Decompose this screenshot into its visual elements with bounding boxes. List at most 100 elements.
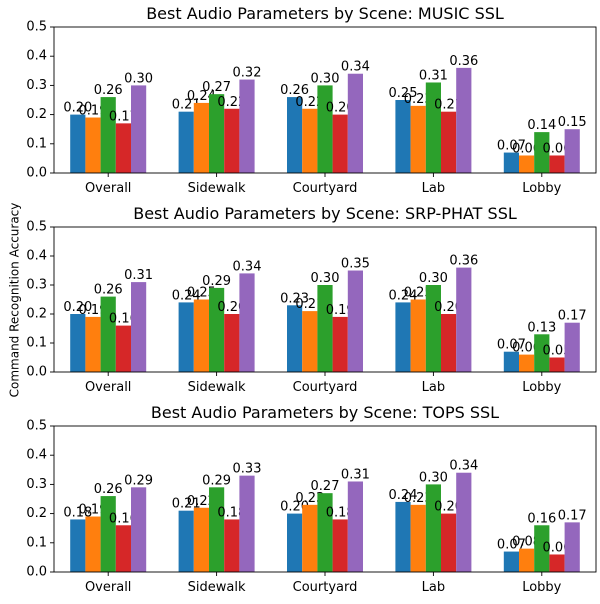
bar-value-label: 0.24 [187,89,216,104]
bar-value-label: 0.20 [63,101,92,116]
bar-value-label: 0.06 [512,341,541,356]
y-axis-label: Command Recognition Accuracy [8,203,22,398]
bar-value-label: 0.08 [512,535,541,550]
bar-value-label: 0.29 [202,473,231,488]
y-tick-label: 0.0 [26,166,47,181]
chart-title: Best Audio Parameters by Scene: TOPS SSL [151,403,499,422]
y-tick-label: 0.2 [26,107,47,122]
bar [564,322,580,372]
chart-panel-3: Best Audio Parameters by Scene: TOPS SSL… [26,403,597,595]
bar [441,314,457,372]
bar [70,314,86,372]
chart-panel-1: Best Audio Parameters by Scene: MUSIC SS… [26,4,597,196]
bar-value-label: 0.29 [124,473,153,488]
bar-value-label: 0.34 [233,259,262,274]
bar-value-label: 0.20 [280,500,309,515]
bar [131,282,147,372]
bar [549,155,565,173]
chart-title: Best Audio Parameters by Scene: MUSIC SS… [146,4,504,23]
bar-value-label: 0.16 [109,511,138,526]
y-tick-label: 0.3 [26,278,47,293]
chart-panel-2: Best Audio Parameters by Scene: SRP-PHAT… [26,204,597,395]
bar-value-label: 0.13 [527,320,556,335]
bar [456,472,472,572]
bar-value-label: 0.21 [295,297,324,312]
bar-value-label: 0.25 [404,286,433,301]
bar [209,94,225,173]
bar-value-label: 0.14 [527,118,556,133]
y-tick-label: 0.4 [26,49,47,64]
bar [178,510,194,572]
bar-value-label: 0.16 [527,511,556,526]
bar [317,285,333,372]
bar [193,299,209,372]
y-tick-label: 0.3 [26,477,47,492]
bar [224,519,240,572]
bar-value-label: 0.27 [202,80,231,95]
bar [178,302,194,372]
bar-value-label: 0.07 [497,538,526,553]
bar [347,270,363,372]
bar [503,152,519,173]
bar [534,334,550,372]
x-tick-label: Lab [422,181,445,196]
y-tick-label: 0.1 [26,136,47,151]
bar-value-label: 0.30 [311,71,340,86]
bar-value-label: 0.34 [449,459,478,474]
bar [302,108,318,173]
bar [549,554,565,572]
bar [425,285,441,372]
bar [395,302,411,372]
bar-value-label: 0.25 [389,86,418,101]
y-tick-label: 0.3 [26,78,47,93]
y-tick-label: 0.2 [26,307,47,322]
bar-value-label: 0.19 [79,104,108,119]
bar [332,519,348,572]
bar [317,493,333,572]
bar [209,287,225,372]
bar-value-label: 0.26 [94,83,123,98]
bar-value-label: 0.07 [497,338,526,353]
bar [519,354,535,372]
bar [519,155,535,173]
bar-value-label: 0.34 [341,60,370,75]
bar-value-label: 0.31 [124,268,153,283]
bar-value-label: 0.21 [172,497,201,512]
bar-value-label: 0.21 [434,98,463,113]
bar [287,305,303,372]
bar-value-label: 0.23 [280,291,309,306]
bar-value-label: 0.20 [326,101,355,116]
bar-value-label: 0.26 [94,482,123,497]
bar-value-label: 0.20 [217,300,246,315]
x-tick-label: Overall [85,580,131,595]
bar-value-label: 0.32 [233,66,262,81]
bar-value-label: 0.06 [543,540,572,555]
x-tick-label: Sidewalk [188,580,246,595]
bar-value-label: 0.30 [419,271,448,286]
y-tick-label: 0.1 [26,336,47,351]
x-tick-label: Sidewalk [188,181,246,196]
x-tick-label: Courtyard [293,380,358,395]
bar [239,79,255,173]
bar [317,85,333,173]
bar [100,296,116,372]
bar-value-label: 0.25 [187,286,216,301]
y-tick-label: 0.5 [26,220,47,235]
bar [100,97,116,173]
bar [193,102,209,173]
bar-value-label: 0.23 [404,92,433,107]
bar-value-label: 0.15 [558,115,587,130]
bar [115,123,131,173]
x-tick-label: Lobby [522,181,561,196]
bar [85,117,101,173]
bar [115,525,131,572]
bar-value-label: 0.35 [341,257,370,272]
bar-value-label: 0.24 [389,288,418,303]
y-tick-label: 0.5 [26,419,47,434]
bar-value-label: 0.07 [497,139,526,154]
bar [224,108,240,173]
bar-value-label: 0.22 [217,95,246,110]
x-tick-label: Lobby [522,380,561,395]
bar [503,551,519,572]
bar-value-label: 0.18 [326,505,355,520]
